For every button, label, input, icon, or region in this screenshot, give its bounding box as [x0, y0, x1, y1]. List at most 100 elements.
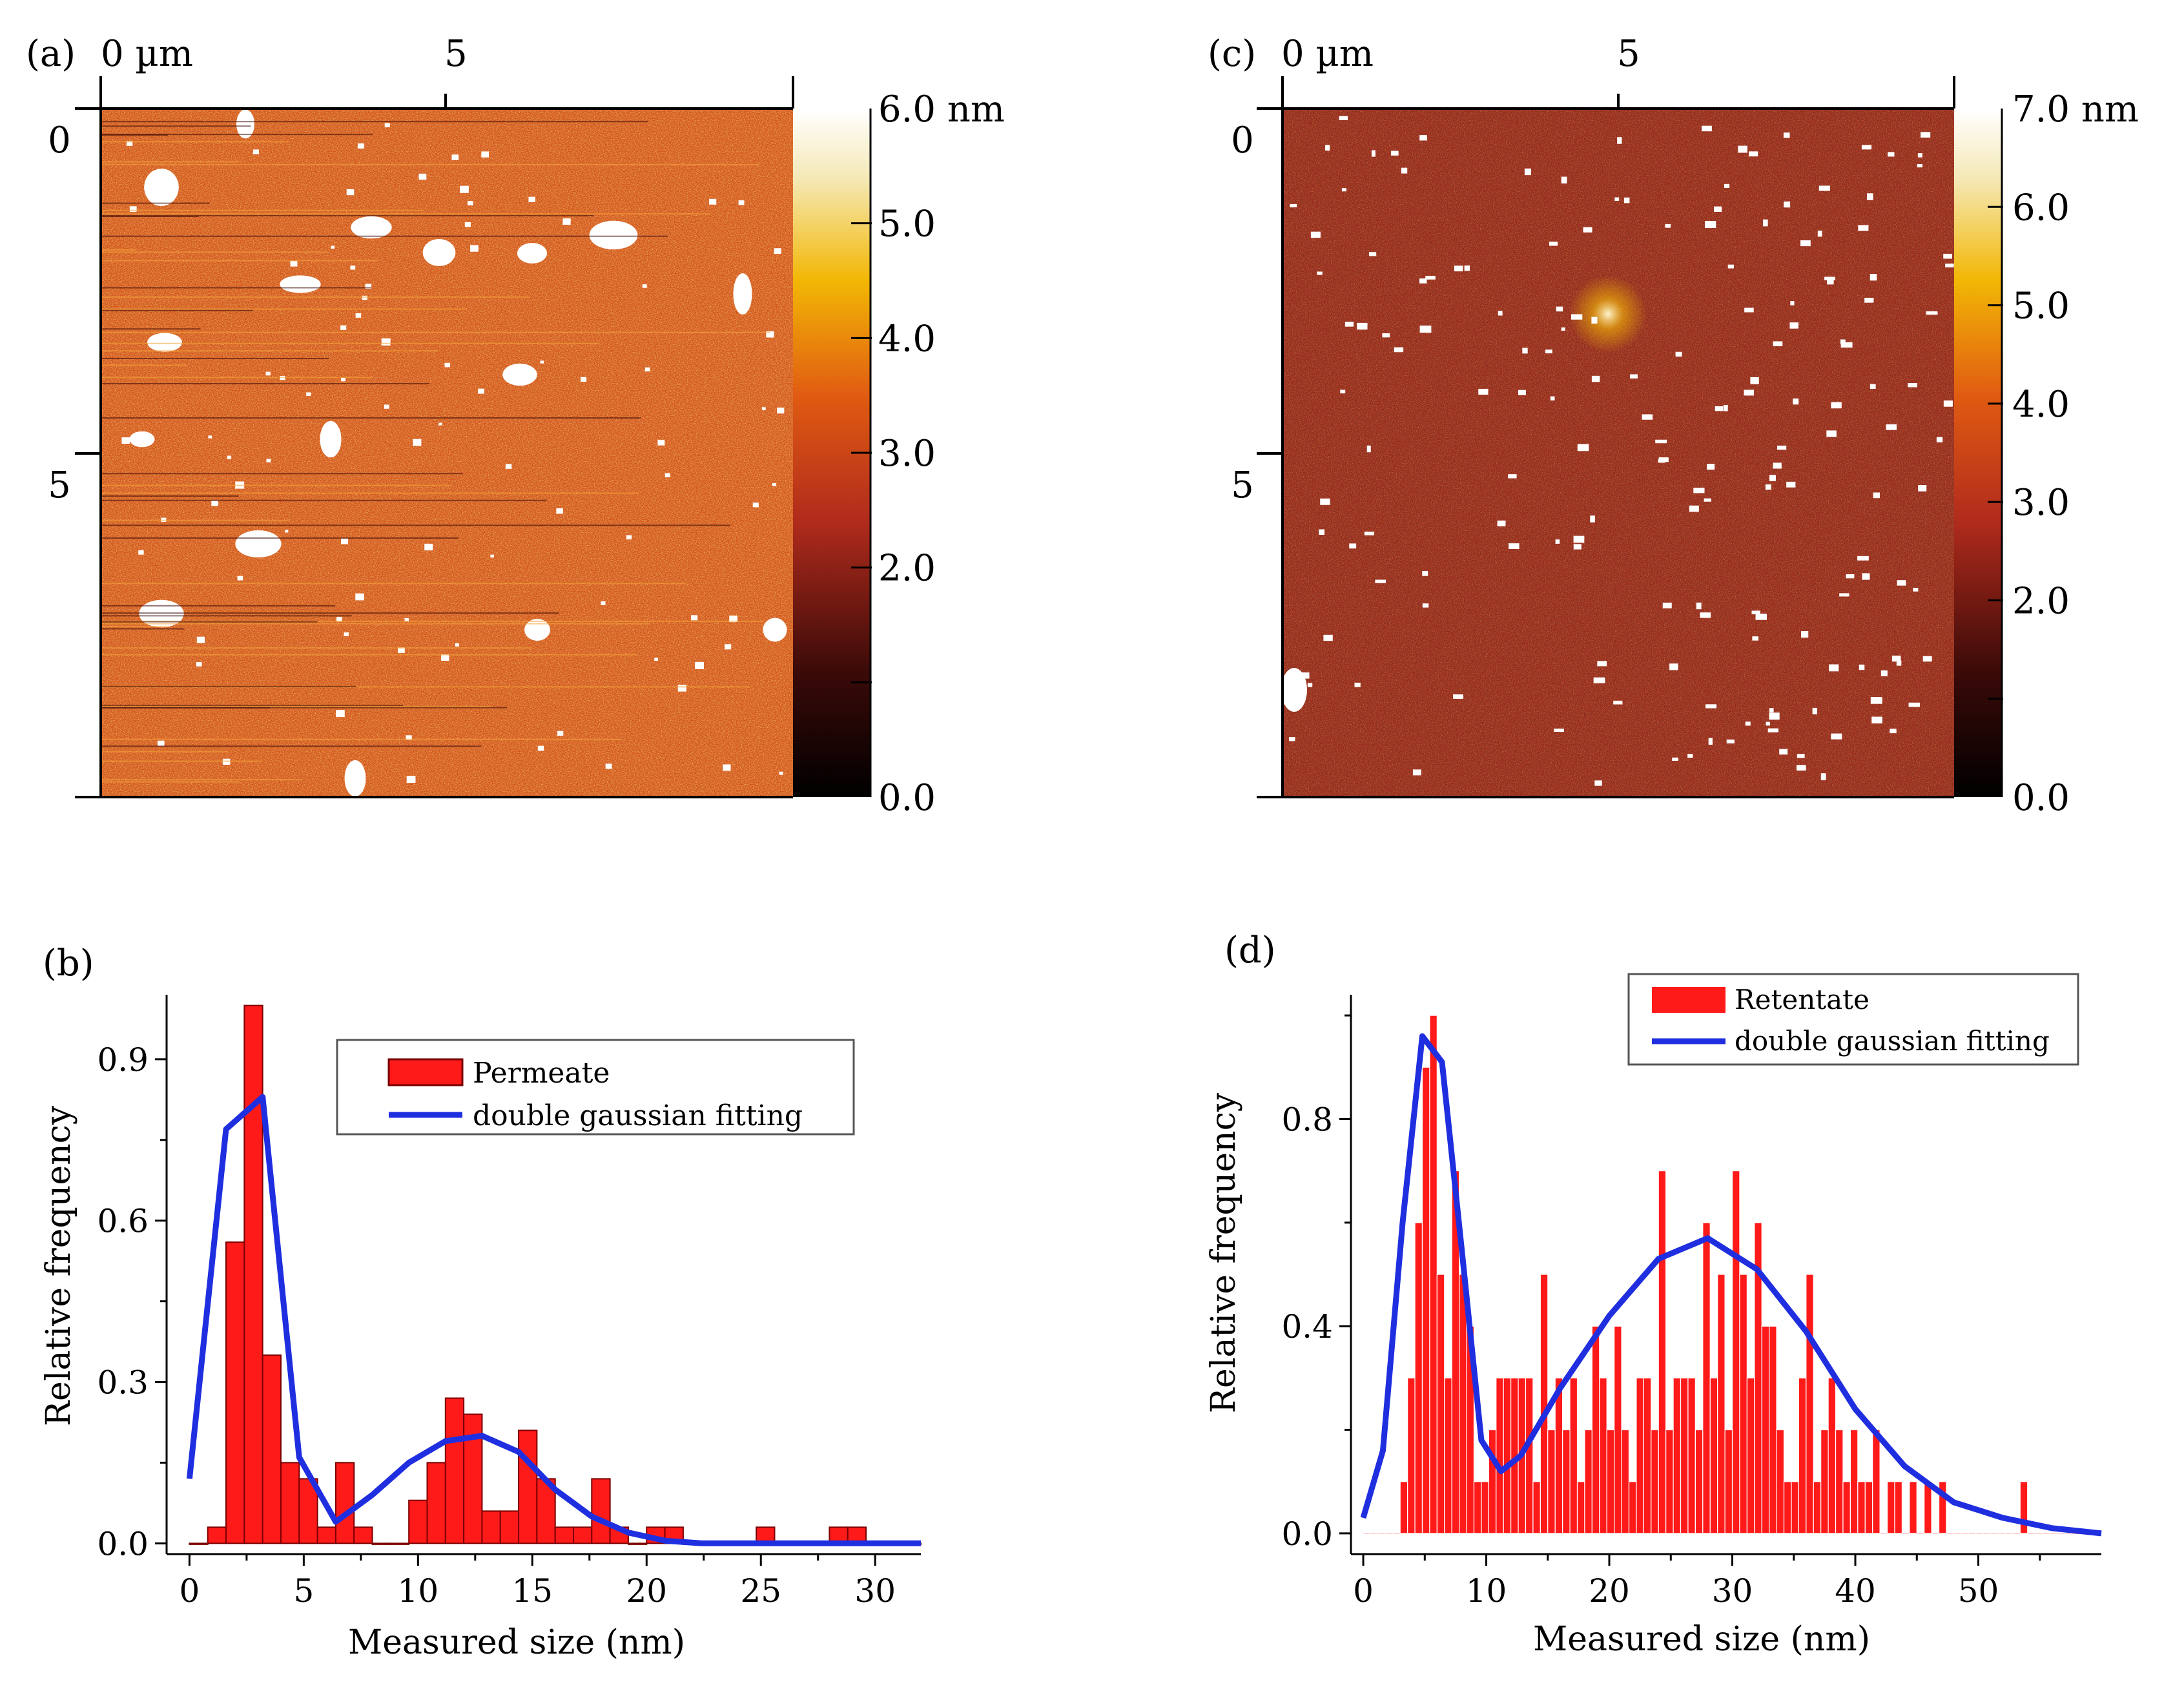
histogram-bar — [1385, 1533, 1394, 1535]
afm-particle — [1705, 704, 1717, 709]
afm-particle — [1926, 311, 1938, 315]
afm-particle — [1769, 475, 1776, 481]
afm-particle — [1773, 341, 1783, 346]
afm-particle — [1281, 668, 1307, 712]
histogram-bar — [1731, 1170, 1740, 1534]
histogram-bar — [1857, 1481, 1866, 1534]
afm-particle — [1689, 505, 1699, 512]
x-tick-label: 50 — [1958, 1572, 1999, 1610]
histogram-bar — [1842, 1481, 1851, 1534]
colorbar-tick-label: 0.0 — [878, 777, 936, 819]
histogram-bar — [1665, 1429, 1674, 1534]
histogram-bar — [426, 1462, 446, 1544]
panel-c: (c) 0 µm 5 0 5 7.0 nm 6.0 5.0 4.0 3.0 2.0 0.0 — [1208, 33, 2139, 819]
histogram-bar — [2064, 1533, 2072, 1535]
panel-b-histogram: (b) 0 5 10 15 20 25 30 0.0 0.3 0.6 0.9 Measured si… — [39, 942, 922, 1662]
histogram-bar — [262, 1354, 282, 1544]
panel-b-fit-line — [186, 1094, 921, 1546]
x-tick-label: 20 — [626, 1572, 667, 1610]
afm-particle — [1613, 700, 1623, 705]
colorbar-tick-label: 4.0 — [2012, 384, 2070, 426]
histogram-bar — [1806, 1274, 1814, 1534]
afm-particle — [1593, 677, 1605, 683]
afm-particle — [1820, 773, 1826, 780]
histogram-bar — [1820, 1429, 1829, 1534]
afm-particle — [477, 388, 484, 394]
afm-particle — [1672, 757, 1678, 761]
colorbar-tick-label: 3.0 — [878, 433, 936, 475]
histogram-bar — [1931, 1533, 1940, 1535]
afm-particle — [1556, 306, 1563, 312]
histogram-bar — [1791, 1481, 1799, 1534]
afm-particle — [1454, 265, 1463, 272]
histogram-bar — [1606, 1429, 1615, 1534]
afm-particle — [1891, 655, 1901, 662]
afm-particle — [346, 189, 355, 196]
afm-particle — [1700, 612, 1711, 618]
histogram-bar — [1997, 1533, 2006, 1535]
afm-particle — [738, 200, 745, 205]
afm-particle — [723, 764, 731, 771]
afm-particle — [709, 198, 717, 205]
afm-particle — [1800, 240, 1811, 247]
afm-particle — [1422, 603, 1429, 608]
afm-particle — [1943, 400, 1953, 407]
histogram-bar — [2056, 1533, 2065, 1535]
afm-particle — [562, 218, 571, 225]
y-tick-label: 0.0 — [1281, 1515, 1333, 1553]
afm-particle — [1744, 307, 1754, 313]
afm-particle — [1896, 660, 1902, 666]
afm-particle — [365, 284, 372, 289]
panel-a-label: (a) — [26, 33, 76, 75]
afm-particle — [1829, 664, 1839, 672]
afm-particle — [406, 735, 412, 740]
histogram-bar — [1894, 1481, 1903, 1534]
histogram-bar — [1614, 1325, 1622, 1534]
afm-particle — [1862, 573, 1870, 580]
afm-particle — [1339, 116, 1348, 121]
histogram-bar — [1621, 1429, 1630, 1534]
afm-particle — [1839, 593, 1849, 597]
afm-particle — [460, 185, 469, 193]
afm-particle — [1702, 125, 1712, 132]
afm-particle — [763, 618, 787, 642]
panel-c-x-label-0: 0 µm — [1281, 33, 1374, 75]
afm-particle — [413, 439, 422, 446]
afm-particle — [1464, 265, 1470, 271]
panel-a-y-label-0: 0 — [48, 119, 71, 161]
histogram-bar — [1953, 1533, 1962, 1535]
afm-particle — [157, 740, 165, 747]
afm-particle — [384, 123, 390, 128]
afm-particle — [777, 408, 785, 414]
afm-particle — [1357, 322, 1368, 330]
panel-d-bars — [1363, 1015, 2095, 1535]
afm-particle — [677, 685, 686, 692]
afm-particle — [1340, 389, 1346, 393]
afm-particle — [1310, 231, 1321, 238]
afm-particle — [1597, 661, 1607, 667]
histogram-bar — [1532, 1481, 1541, 1534]
panel-c-y-label-5: 5 — [1231, 464, 1254, 506]
afm-particle — [1508, 474, 1517, 479]
histogram-bar — [1591, 1325, 1600, 1534]
afm-particle — [1723, 404, 1728, 411]
afm-particle — [1745, 722, 1751, 726]
afm-particle — [1817, 231, 1822, 237]
y-tick-label: 0.9 — [97, 1041, 149, 1079]
histogram-bar — [2027, 1533, 2035, 1535]
afm-particle — [766, 331, 774, 338]
histogram-bar — [1687, 1377, 1696, 1534]
histogram-bar — [2019, 1481, 2028, 1534]
afm-particle — [761, 407, 766, 410]
histogram-bar — [1421, 1066, 1430, 1534]
panel-c-colorbar-ticks: 7.0 nm 6.0 5.0 4.0 3.0 2.0 0.0 — [1988, 88, 2139, 819]
afm-particle — [1573, 535, 1585, 543]
afm-particle — [1317, 271, 1323, 275]
x-tick-label: 30 — [854, 1572, 896, 1610]
afm-particle — [1864, 298, 1874, 303]
afm-particle — [1831, 402, 1842, 409]
afm-particle — [196, 636, 205, 643]
afm-particle — [1375, 579, 1386, 583]
afm-particle — [336, 710, 345, 718]
afm-particle — [1861, 145, 1872, 150]
